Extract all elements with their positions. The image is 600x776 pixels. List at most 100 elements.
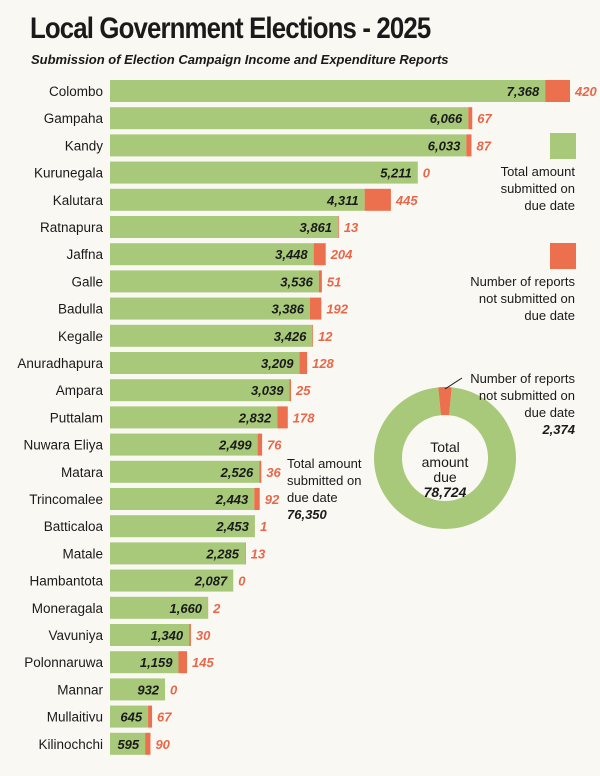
donut-not-submitted-label: Number of reports not submitted on due d…: [470, 371, 575, 437]
category-label: Ratnapura: [40, 220, 104, 235]
value-label-submitted: 1,340: [151, 628, 184, 643]
value-label-submitted: 4,311: [326, 193, 359, 208]
legend-label-submitted: Total amount submitted on due date: [500, 164, 575, 213]
bar-submitted: [110, 352, 300, 374]
bar-not-submitted: [313, 243, 326, 266]
value-label-not-submitted: 25: [295, 383, 311, 398]
value-label-not-submitted: 51: [327, 274, 341, 289]
bar-submitted: [110, 161, 418, 184]
category-label: Matale: [62, 546, 103, 561]
bar-submitted: [110, 488, 255, 510]
bar-submitted: [110, 188, 365, 211]
donut-submitted-label: Total amount submitted on due date 76,35…: [287, 456, 362, 522]
value-label-submitted: 932: [137, 682, 159, 697]
bar-not-submitted: [466, 134, 472, 157]
value-label-submitted: 3,861: [300, 220, 333, 235]
bar-not-submitted: [545, 80, 570, 102]
category-label: Kegalle: [58, 329, 103, 344]
bar-not-submitted: [254, 488, 260, 510]
bar-submitted: [110, 596, 209, 619]
value-label-not-submitted: 92: [265, 492, 280, 507]
category-label: Anuradhapura: [17, 356, 103, 371]
category-label: Matara: [61, 465, 104, 480]
value-label-submitted: 3,039: [251, 383, 284, 398]
category-label: Trincomalee: [29, 492, 103, 507]
category-label: Nuwara Eliya: [23, 438, 103, 453]
bar-submitted: [110, 460, 260, 483]
donut-leader-line: [444, 377, 463, 390]
donut-total-due: 78,724: [423, 484, 467, 500]
category-label: Batticaloa: [44, 519, 104, 534]
value-label-not-submitted: 192: [326, 302, 348, 317]
bar-submitted: [110, 515, 255, 538]
value-label-not-submitted: 145: [192, 655, 214, 670]
bar-not-submitted: [289, 379, 291, 402]
value-label-submitted: 6,033: [428, 138, 461, 153]
bar-submitted: [110, 651, 179, 674]
category-label: Jaffna: [66, 247, 103, 262]
value-label-not-submitted: 204: [330, 247, 353, 262]
value-label-submitted: 3,426: [274, 329, 307, 344]
value-label-submitted: 3,448: [275, 247, 308, 262]
category-label: Mullaitivu: [47, 710, 103, 725]
donut-chart: [374, 377, 516, 529]
value-label-submitted: 2,499: [218, 438, 252, 453]
bar-submitted: [110, 80, 546, 102]
category-label: Badulla: [58, 302, 104, 317]
value-label-submitted: 1,159: [140, 655, 173, 670]
value-label-submitted: 595: [117, 737, 139, 752]
legend-swatch-not-submitted: [550, 243, 576, 269]
bar-submitted: [110, 433, 258, 456]
value-label-submitted: 5,211: [380, 166, 412, 181]
bar-submitted: [110, 406, 278, 429]
value-label-not-submitted: 30: [196, 628, 211, 643]
bar-not-submitted: [189, 624, 191, 646]
value-label-not-submitted: 36: [266, 465, 281, 480]
value-label-not-submitted: 13: [251, 546, 266, 561]
bar-not-submitted: [299, 352, 308, 374]
bar-submitted: [110, 134, 467, 157]
bar-not-submitted: [364, 188, 391, 211]
value-label-not-submitted: 445: [395, 193, 418, 208]
category-label: Kalutara: [53, 193, 104, 208]
bar-not-submitted: [318, 270, 322, 293]
bar-not-submitted: [259, 460, 262, 483]
category-label: Kilinochchi: [38, 737, 103, 752]
bar-not-submitted: [468, 107, 473, 130]
bar-submitted: [110, 243, 314, 266]
value-label-not-submitted: 1: [260, 519, 267, 534]
donut-center-label: Total amount due 78,724: [405, 440, 485, 500]
value-label-not-submitted: 76: [267, 438, 282, 453]
bar-submitted: [110, 216, 339, 238]
category-label: Moneragala: [32, 601, 104, 616]
bar-submitted: [110, 569, 234, 592]
bar-not-submitted: [244, 542, 246, 565]
value-label-not-submitted: 0: [423, 166, 431, 181]
category-label: Colombo: [49, 84, 103, 99]
value-label-not-submitted: 13: [344, 220, 359, 235]
value-label-submitted: 2,832: [238, 410, 272, 425]
bar-submitted: [110, 705, 149, 728]
value-label-submitted: 2,453: [215, 519, 249, 534]
bar-not-submitted: [257, 433, 263, 456]
bar-not-submitted: [277, 406, 288, 429]
bar-submitted: [110, 107, 469, 130]
category-label: Polonnaruwa: [24, 655, 103, 670]
donut-submitted-total: 76,350: [287, 507, 327, 522]
chart-title: Local Government Elections - 2025: [30, 12, 431, 45]
bar-not-submitted: [148, 705, 153, 728]
category-label: Kurunegala: [34, 166, 104, 181]
value-label-submitted: 3,536: [280, 274, 313, 289]
legend-label-not-submitted: Number of reports not submitted on due d…: [470, 274, 575, 323]
value-label-submitted: 2,526: [220, 465, 254, 480]
category-label: Puttalam: [50, 410, 103, 425]
donut-slice-submitted: [374, 387, 516, 529]
value-label-not-submitted: 12: [318, 329, 333, 344]
bar-submitted: [110, 624, 190, 646]
legend-swatch-submitted: [550, 133, 576, 159]
value-label-submitted: 2,087: [194, 574, 228, 589]
category-label: Vavuniya: [48, 628, 103, 643]
value-label-submitted: 6,066: [430, 111, 463, 126]
value-label-submitted: 1,660: [170, 601, 203, 616]
value-label-not-submitted: 2: [212, 601, 221, 616]
